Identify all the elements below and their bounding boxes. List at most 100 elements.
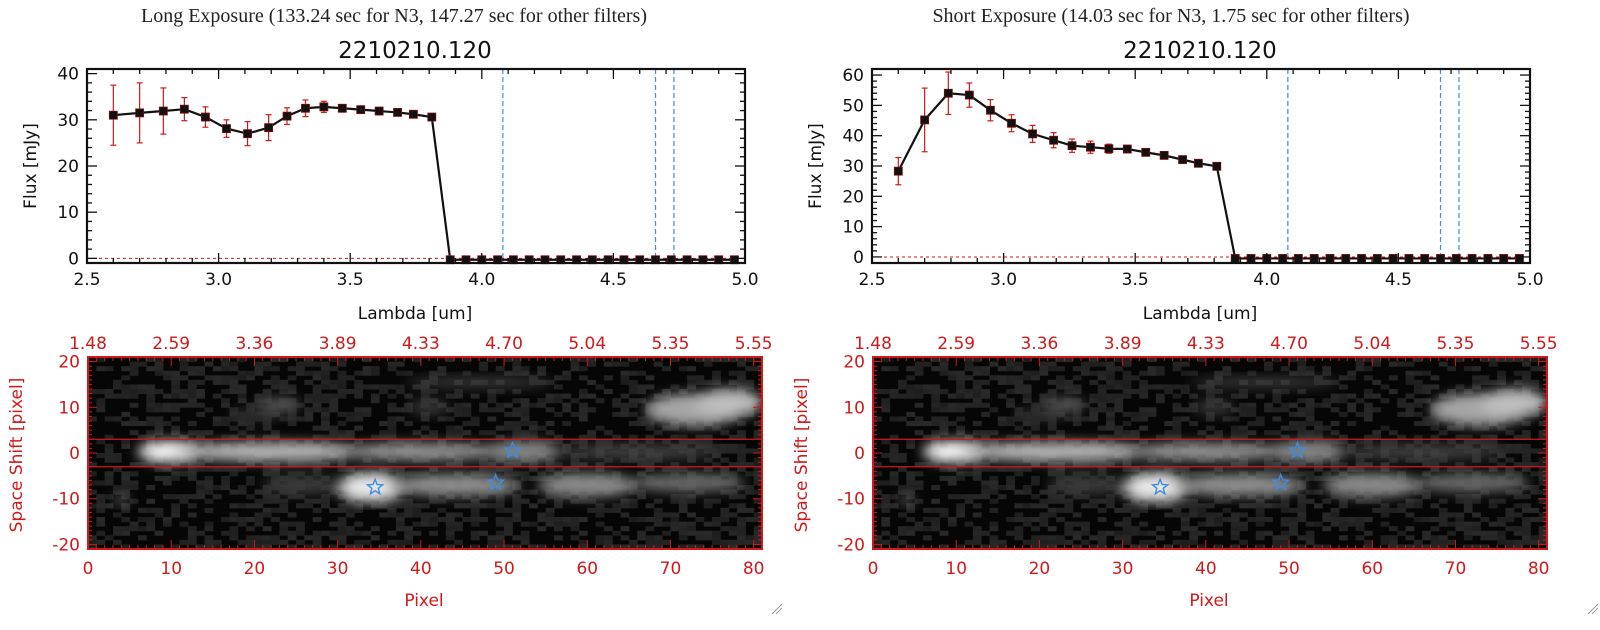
long-image-pixel bbox=[212, 544, 222, 549]
short-image-pixel bbox=[1047, 379, 1057, 385]
short-image-pixel bbox=[1230, 521, 1240, 527]
long-image-pixel bbox=[470, 517, 480, 523]
long-image-pixel bbox=[562, 466, 572, 472]
short-image-pixel bbox=[1006, 361, 1015, 367]
long-image-pixel bbox=[221, 530, 230, 536]
short-image-pixel bbox=[873, 389, 882, 395]
short-resize-grip-icon[interactable] bbox=[1587, 603, 1599, 615]
long-image-pixel bbox=[712, 375, 721, 381]
long-image-pixel bbox=[137, 535, 147, 541]
long-spectrum-data-point bbox=[408, 109, 418, 119]
long-image-pixel bbox=[645, 439, 655, 445]
short-image-pixel bbox=[1064, 530, 1074, 536]
long-image-pixel bbox=[312, 544, 322, 549]
short-image-pixel bbox=[1338, 535, 1348, 541]
short-image-pixel bbox=[1305, 475, 1315, 481]
long-image-pixel bbox=[354, 521, 364, 527]
long-image-pixel bbox=[520, 421, 530, 427]
long-image-pixel bbox=[262, 462, 272, 468]
short-image-pixel bbox=[1230, 357, 1240, 363]
long-image-pixel bbox=[387, 416, 397, 422]
short-image-pixel bbox=[1280, 517, 1290, 523]
short-image-pixel bbox=[1505, 443, 1515, 449]
short-image-pixel bbox=[1388, 507, 1398, 513]
long-image-pixel bbox=[570, 398, 580, 404]
long-image-pixel bbox=[487, 430, 497, 436]
short-image-pixel bbox=[989, 475, 999, 481]
long-image-pixel bbox=[620, 535, 630, 541]
short-image-pixel bbox=[1522, 485, 1531, 491]
short-image-pixel bbox=[956, 512, 966, 518]
long-image-pixel bbox=[445, 530, 455, 536]
short-image-pixel bbox=[1205, 457, 1215, 463]
short-image-pixel bbox=[981, 494, 990, 500]
long-image-pixel bbox=[212, 393, 222, 399]
short-image-pixel bbox=[1513, 494, 1523, 500]
short-image-pixel bbox=[1505, 430, 1515, 436]
short-image-pixel bbox=[1105, 361, 1115, 367]
long-image-pixel bbox=[229, 503, 239, 509]
long-image-pixel bbox=[196, 494, 205, 500]
long-image-pixel bbox=[387, 384, 397, 390]
long-image-pixel bbox=[229, 379, 239, 385]
long-image-pixel bbox=[287, 439, 297, 445]
short-image-pixel bbox=[981, 530, 990, 536]
long-image-pixel bbox=[320, 370, 330, 376]
long-image-pixel bbox=[387, 434, 397, 440]
long-image-pixel bbox=[337, 494, 347, 500]
short-image-pixel bbox=[1388, 439, 1398, 445]
long-image-pixel bbox=[320, 411, 330, 417]
short-image-pixel bbox=[939, 389, 949, 395]
long-resize-grip-icon[interactable] bbox=[771, 603, 783, 615]
long-image-pixel bbox=[171, 544, 181, 549]
long-image-pixel bbox=[695, 357, 705, 363]
short-image-pixel bbox=[1047, 539, 1057, 545]
short-image-pixel bbox=[1505, 471, 1515, 477]
short-image-pixel bbox=[873, 480, 882, 486]
long-image-pixel bbox=[745, 384, 755, 390]
long-image-pixel bbox=[553, 526, 563, 532]
short-image-pixel bbox=[1513, 526, 1523, 532]
short-spectrum-image: 0 10 20 30 40 50 60 70 801.48 2.59 3.36 3.89 4.33 4.7… bbox=[837, 334, 1557, 579]
long-image-pixel bbox=[670, 498, 680, 504]
long-image-pixel bbox=[121, 366, 131, 372]
short-image-pixel bbox=[1322, 439, 1332, 445]
short-image-pixel bbox=[1330, 494, 1340, 500]
short-image-wavelength-tick-label: 5.35 bbox=[1437, 334, 1475, 354]
short-image-pixel bbox=[1047, 544, 1057, 549]
long-image-pixel bbox=[737, 507, 746, 513]
short-image-pixel bbox=[1189, 439, 1199, 445]
short-image-pixel bbox=[1006, 416, 1015, 422]
long-image-pixel bbox=[545, 462, 555, 468]
short-image-pixel bbox=[1538, 448, 1547, 454]
long-image-ytick-label: 0 bbox=[69, 444, 80, 464]
long-image-pixel bbox=[737, 379, 746, 385]
long-image-pixel bbox=[204, 375, 214, 381]
long-image-pixel bbox=[545, 507, 555, 513]
short-image-pixel bbox=[1205, 471, 1215, 477]
long-image-pixel bbox=[204, 526, 214, 532]
long-image-pixel bbox=[146, 398, 156, 404]
long-image-pixel bbox=[362, 539, 372, 545]
long-image-pixel bbox=[146, 416, 156, 422]
long-image-pixel bbox=[196, 466, 205, 472]
short-image-pixel bbox=[1363, 539, 1373, 545]
long-image-pixel bbox=[296, 539, 305, 545]
long-image-pixel bbox=[703, 466, 713, 472]
short-image-pixel bbox=[1363, 375, 1373, 381]
long-image-pixel bbox=[287, 375, 297, 381]
short-image-pixel bbox=[956, 462, 966, 468]
long-image-pixel bbox=[404, 471, 414, 477]
short-image-pixel bbox=[1022, 521, 1032, 527]
long-image-pixel bbox=[628, 402, 638, 408]
long-image-pixel bbox=[337, 526, 347, 532]
short-image-pixel bbox=[1164, 498, 1174, 504]
short-image-ylabel: Space Shift [pixel] bbox=[792, 378, 812, 533]
long-image-pixel bbox=[520, 407, 530, 413]
short-image-pixel bbox=[1363, 366, 1373, 372]
long-image-pixel bbox=[279, 498, 289, 504]
long-image-pixel bbox=[262, 389, 272, 395]
short-image-pixel bbox=[906, 411, 916, 417]
long-image-pixel bbox=[387, 457, 397, 463]
short-image-pixel bbox=[1172, 530, 1182, 536]
